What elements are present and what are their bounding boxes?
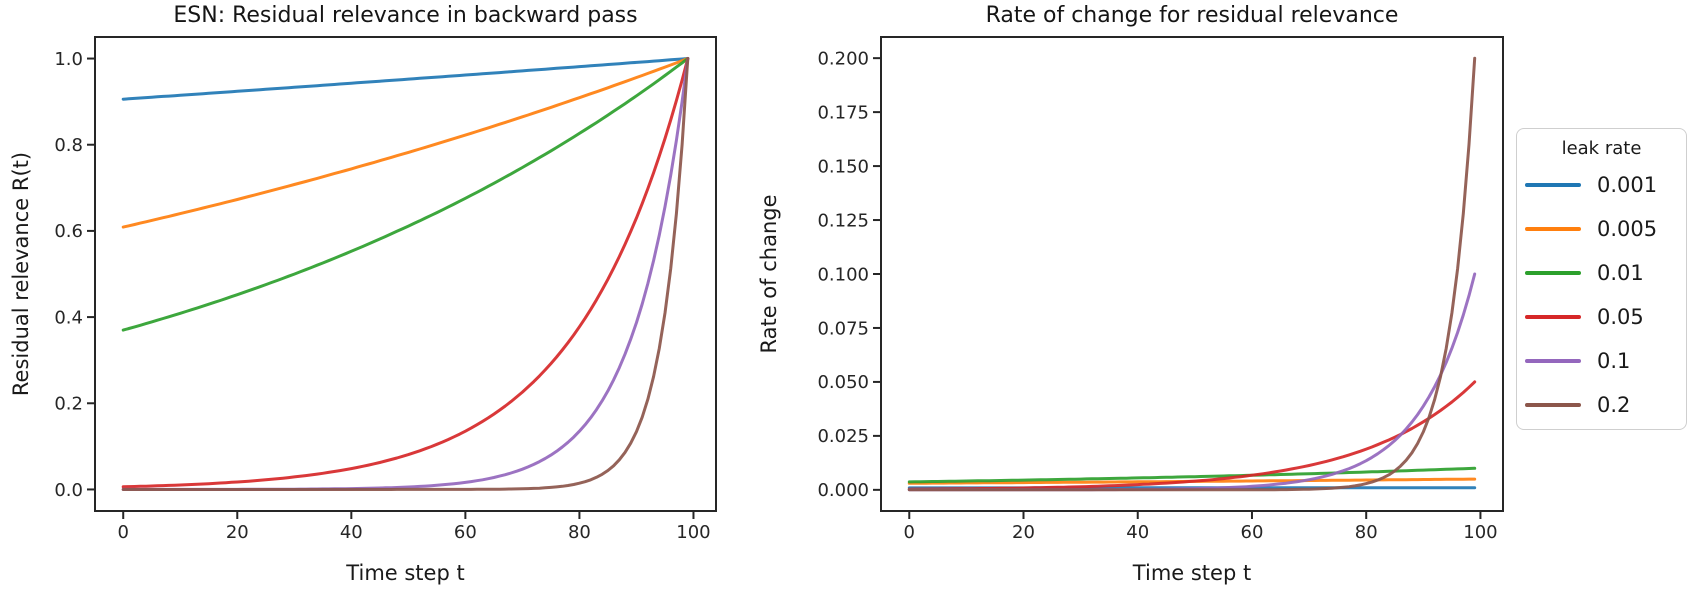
legend-entry: 0.2 xyxy=(1517,383,1686,427)
x-tick-label: 0 xyxy=(904,522,915,543)
x-tick-label: 20 xyxy=(1012,522,1035,543)
series-line-0.05 xyxy=(907,380,1477,491)
legend-box: leak rate 0.001 0.005 0.01 0.05 0.1 0.2 xyxy=(1516,128,1687,430)
y-tick-label: 0.2 xyxy=(54,394,83,415)
y-tick-label: 0.6 xyxy=(54,221,83,242)
series-line-0.01 xyxy=(121,57,690,332)
x-tick-label: 60 xyxy=(454,522,477,543)
y-tick-label: 0.100 xyxy=(817,264,869,285)
y-tick-label: 0.175 xyxy=(817,102,869,123)
x-tick-label: 0 xyxy=(118,522,129,543)
legend-entry-label: 0.01 xyxy=(1597,261,1644,285)
legend-swatch-line xyxy=(1525,403,1581,407)
axes-frame xyxy=(94,36,717,512)
legend-entry: 0.1 xyxy=(1517,339,1686,383)
legend-swatch-line xyxy=(1525,359,1581,363)
legend-entry-label: 0.005 xyxy=(1597,217,1658,241)
legend-entry-label: 0.001 xyxy=(1597,173,1658,197)
x-tick-label: 100 xyxy=(676,522,710,543)
left-chart-title: ESN: Residual relevance in backward pass xyxy=(173,3,638,28)
y-tick-label: 0.150 xyxy=(817,156,869,177)
right-yaxis-label: Rate of change xyxy=(757,194,781,354)
x-tick-label: 80 xyxy=(1355,522,1378,543)
right-chart-title: Rate of change for residual relevance xyxy=(985,3,1399,28)
legend-entry: 0.01 xyxy=(1517,251,1686,295)
legend-entry: 0.005 xyxy=(1517,207,1686,251)
legend-entry-label: 0.05 xyxy=(1597,305,1644,329)
y-tick-label: 0.000 xyxy=(817,480,869,501)
y-tick-label: 1.0 xyxy=(54,49,83,70)
y-tick-label: 0.075 xyxy=(817,318,869,339)
legend-entry-label: 0.2 xyxy=(1597,393,1631,417)
x-tick-label: 40 xyxy=(340,522,363,543)
x-tick-label: 20 xyxy=(226,522,249,543)
series-line-0.001 xyxy=(121,57,690,101)
legend-swatch-line xyxy=(1525,183,1581,187)
series-line-0.1 xyxy=(121,57,690,491)
legend-entry: 0.05 xyxy=(1517,295,1686,339)
y-tick-label: 0.050 xyxy=(817,372,869,393)
y-tick-label: 0.8 xyxy=(54,135,83,156)
y-tick-label: 0.200 xyxy=(817,48,869,69)
y-tick-label: 0.125 xyxy=(817,210,869,231)
legend-swatch-line xyxy=(1525,227,1581,231)
series-line-0.2 xyxy=(121,57,690,491)
y-tick-label: 0.0 xyxy=(54,480,83,501)
series-line-0.005 xyxy=(121,57,690,229)
legend-entries: 0.001 0.005 0.01 0.05 0.1 0.2 xyxy=(1517,163,1686,427)
legend-entry-label: 0.1 xyxy=(1597,349,1631,373)
series-line-0.01 xyxy=(907,466,1477,484)
x-tick-label: 80 xyxy=(568,522,591,543)
y-tick-label: 0.4 xyxy=(54,307,83,328)
left-xaxis-label: Time step t xyxy=(346,561,465,585)
series-line-0.1 xyxy=(907,272,1477,492)
legend-entry: 0.001 xyxy=(1517,163,1686,207)
x-tick-label: 60 xyxy=(1241,522,1264,543)
legend-swatch-line xyxy=(1525,315,1581,319)
x-tick-label: 100 xyxy=(1463,522,1497,543)
legend-swatch-line xyxy=(1525,271,1581,275)
series-line-0.05 xyxy=(121,57,690,489)
x-tick-label: 40 xyxy=(1126,522,1149,543)
series-line-0.2 xyxy=(907,56,1477,492)
left-yaxis-label: Residual relevance R(t) xyxy=(9,151,33,397)
axes-frame xyxy=(880,36,1504,512)
y-tick-label: 0.025 xyxy=(817,426,869,447)
legend-title: leak rate xyxy=(1561,138,1642,159)
right-xaxis-label: Time step t xyxy=(1132,561,1252,585)
